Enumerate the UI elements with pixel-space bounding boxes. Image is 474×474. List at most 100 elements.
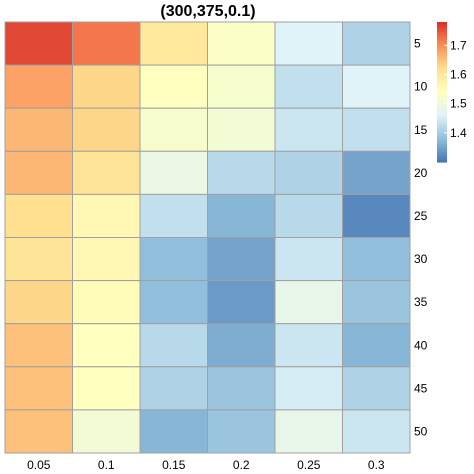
heatmap-cell	[342, 193, 411, 238]
colorbar-segment	[437, 94, 447, 97]
colorbar-segment	[437, 90, 447, 93]
colorbar-legend: 1.4 1.5 1.6 1.7	[437, 22, 467, 163]
heatmap-cell	[207, 409, 276, 454]
colorbar-segment	[437, 42, 447, 45]
heatmap-cell	[4, 409, 73, 454]
heatmap-cell	[139, 323, 208, 368]
colorbar-segment	[437, 76, 447, 79]
colorbar-segment	[437, 102, 447, 105]
heatmap-cell	[4, 323, 73, 368]
colorbar-segment	[437, 68, 447, 71]
colorbar-segment	[437, 118, 447, 121]
heatmap-cell	[139, 409, 208, 454]
colorbar-segment	[437, 108, 447, 111]
heatmap-cell	[274, 409, 343, 454]
colorbar-segment	[437, 148, 447, 151]
colorbar-tick-label: 1.4	[450, 126, 467, 140]
colorbar-segment	[437, 36, 447, 39]
colorbar-segment	[437, 106, 447, 109]
heatmap-cell	[274, 323, 343, 368]
heatmap-cell	[139, 150, 208, 195]
colorbar-segment	[437, 160, 447, 163]
colorbar-segment	[437, 44, 447, 47]
colorbar-segment	[437, 40, 447, 43]
heatmap-cell	[72, 193, 141, 238]
heatmap-cell	[72, 64, 141, 109]
colorbar-segment	[437, 134, 447, 137]
x-tick-label: 0.15	[162, 458, 186, 472]
heatmap-cell	[72, 409, 141, 454]
colorbar-segment	[437, 86, 447, 89]
colorbar-segment	[437, 136, 447, 139]
colorbar-segment	[437, 130, 447, 133]
colorbar-segment	[437, 156, 447, 159]
colorbar-segment	[437, 30, 447, 33]
colorbar-segment	[437, 74, 447, 77]
heatmap-cell	[274, 64, 343, 109]
heatmap-cell	[139, 21, 208, 66]
colorbar-segment	[437, 98, 447, 101]
heatmap-cell	[207, 323, 276, 368]
heatmap-cell	[207, 64, 276, 109]
colorbar-segment	[437, 126, 447, 129]
colorbar-segment	[437, 132, 447, 135]
colorbar-segment	[437, 62, 447, 65]
colorbar-segment	[437, 144, 447, 147]
heatmap-cell	[4, 237, 73, 282]
colorbar-segment	[437, 26, 447, 29]
x-tick-label: 0.3	[368, 458, 385, 472]
colorbar-segment	[437, 60, 447, 63]
chart-title: (300,375,0.1)	[160, 3, 255, 20]
heatmap-cell	[4, 21, 73, 66]
colorbar-segment	[437, 24, 447, 27]
colorbar-segment	[437, 84, 447, 87]
colorbar-tick-label: 1.5	[450, 97, 467, 111]
y-tick-label: 15	[414, 123, 428, 137]
colorbar-tick-label: 1.7	[450, 38, 467, 52]
colorbar-segment	[437, 28, 447, 31]
heatmap-cells	[4, 21, 411, 454]
heatmap-cell	[4, 280, 73, 325]
colorbar-segment	[437, 46, 447, 49]
colorbar-segment	[437, 122, 447, 125]
heatmap-cell	[207, 150, 276, 195]
colorbar-segment	[437, 96, 447, 99]
colorbar-tick-label: 1.6	[450, 68, 467, 82]
heatmap-cell	[4, 64, 73, 109]
colorbar-segment	[437, 100, 447, 103]
colorbar-segment	[437, 38, 447, 41]
colorbar-segment	[437, 22, 447, 25]
colorbar-segment	[437, 64, 447, 67]
heatmap-cell	[342, 409, 411, 454]
heatmap-cell	[139, 193, 208, 238]
heatmap-cell	[342, 64, 411, 109]
colorbar-segment	[437, 92, 447, 95]
colorbar-segment	[437, 112, 447, 115]
heatmap-cell	[4, 107, 73, 152]
colorbar-segment	[437, 116, 447, 119]
colorbar-segment	[437, 66, 447, 69]
heatmap-cell	[342, 107, 411, 152]
heatmap-cell	[72, 237, 141, 282]
x-tick-label: 0.2	[233, 458, 250, 472]
colorbar-segment	[437, 82, 447, 85]
colorbar-segment	[437, 154, 447, 157]
colorbar-segment	[437, 56, 447, 59]
heatmap-cell	[207, 237, 276, 282]
y-tick-label: 45	[414, 381, 428, 395]
heatmap-cell	[342, 150, 411, 195]
heatmap-cell	[72, 21, 141, 66]
x-tick-label: 0.25	[297, 458, 321, 472]
colorbar-segment	[437, 88, 447, 91]
colorbar-segment	[437, 32, 447, 35]
colorbar-segment	[437, 110, 447, 113]
colorbar-segment	[437, 140, 447, 143]
colorbar-segment	[437, 80, 447, 83]
heatmap-cell	[72, 366, 141, 411]
colorbar-segment	[437, 72, 447, 75]
heatmap-cell	[342, 237, 411, 282]
y-tick-label: 20	[414, 166, 428, 180]
y-tick-label: 30	[414, 252, 428, 266]
heatmap-cell	[139, 64, 208, 109]
